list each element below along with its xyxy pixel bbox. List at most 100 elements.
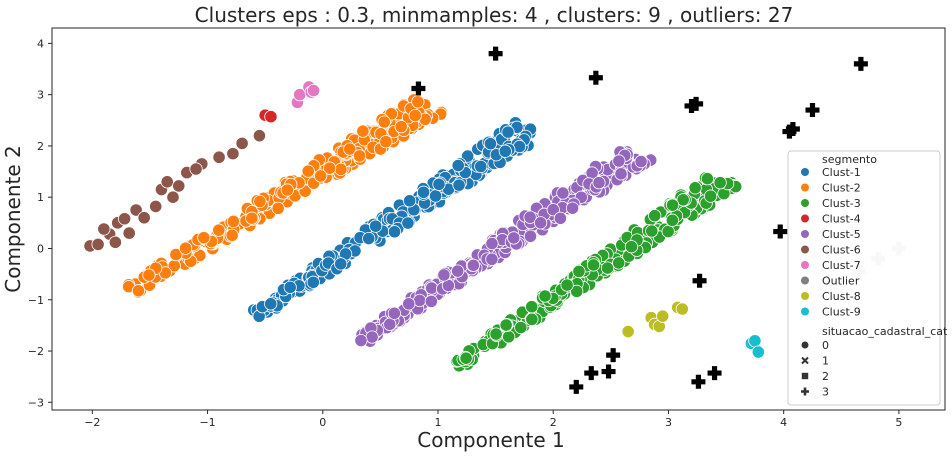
y-axis: −3 −2 −1 0 1 2 3 4 bbox=[28, 37, 52, 409]
cluster-point-clust-1 bbox=[474, 159, 488, 174]
cluster-point-clust-1 bbox=[403, 194, 417, 208]
data-point-clust-6 bbox=[160, 175, 174, 189]
cluster-point-clust-1 bbox=[451, 158, 465, 173]
plot-frame bbox=[51, 27, 946, 411]
cluster-point-clust-1 bbox=[501, 125, 515, 139]
data-point-clust-6 bbox=[226, 147, 240, 161]
outlier-point bbox=[689, 96, 704, 111]
cluster-point-clust-5 bbox=[534, 216, 548, 230]
cluster-point-clust-3 bbox=[612, 256, 626, 270]
outlier-point bbox=[707, 366, 722, 381]
legend-marker-circle bbox=[801, 341, 809, 349]
legend-label: Clust-6 bbox=[822, 244, 861, 257]
data-point-clust-8 bbox=[675, 302, 689, 316]
data-point-clust-6 bbox=[189, 162, 203, 176]
data-point-clust-6 bbox=[212, 150, 226, 164]
legend-marker bbox=[801, 292, 809, 300]
legend-box bbox=[787, 150, 941, 406]
outlier-point bbox=[692, 273, 707, 288]
legend-marker bbox=[801, 214, 809, 223]
cluster-point-clust-1 bbox=[498, 144, 512, 158]
outlier-point bbox=[601, 364, 616, 379]
legend-label: Clust-2 bbox=[822, 182, 861, 195]
data-point-clust-9 bbox=[748, 334, 762, 348]
cluster-point-clust-2 bbox=[226, 214, 240, 229]
cluster-point-clust-5 bbox=[387, 306, 401, 320]
cluster-point-clust-3 bbox=[661, 224, 675, 239]
outlier-point bbox=[805, 103, 820, 118]
cluster-point-clust-3 bbox=[703, 189, 718, 203]
cluster-point-clust-3 bbox=[586, 258, 601, 272]
cluster-point-clust-2 bbox=[169, 247, 183, 262]
legend-label: Clust-4 bbox=[822, 213, 861, 226]
legend-marker bbox=[801, 276, 809, 285]
cluster-point-clust-2 bbox=[178, 241, 193, 255]
cluster-point-clust-3 bbox=[538, 289, 552, 303]
cluster-point-clust-2 bbox=[280, 183, 294, 197]
cluster-point-clust-5 bbox=[507, 231, 521, 245]
cluster-point-clust-5 bbox=[425, 281, 439, 295]
x-tick-label: 2 bbox=[550, 416, 557, 429]
cluster-point-clust-5 bbox=[437, 268, 451, 282]
legend-label: 2 bbox=[822, 370, 829, 383]
cluster-point-clust-3 bbox=[648, 209, 662, 223]
cluster-point-clust-2 bbox=[253, 194, 267, 209]
legend-marker-plus bbox=[801, 387, 809, 396]
cluster-point-clust-2 bbox=[301, 164, 315, 178]
data-point-clust-4 bbox=[264, 110, 278, 124]
cluster-point-clust-2 bbox=[352, 149, 367, 163]
cluster-point-clust-1 bbox=[334, 257, 348, 271]
cluster-point-clust-2 bbox=[408, 108, 422, 123]
cluster-point-clust-5 bbox=[485, 252, 499, 266]
data-point-clust-6 bbox=[117, 212, 132, 226]
cluster-point-clust-3 bbox=[525, 312, 539, 326]
cluster-point-clust-2 bbox=[197, 231, 211, 245]
cluster-point-clust-3 bbox=[665, 213, 679, 227]
legend-marker bbox=[801, 168, 809, 176]
legend-label: Clust-8 bbox=[822, 290, 861, 303]
cluster-point-clust-1 bbox=[283, 280, 297, 294]
outlier-point bbox=[606, 348, 621, 363]
cluster-point-clust-1 bbox=[416, 185, 431, 199]
cluster-point-clust-2 bbox=[323, 161, 337, 175]
cluster-point-clust-5 bbox=[614, 167, 628, 181]
x-tick-label: 4 bbox=[780, 416, 787, 429]
data-point-clust-6 bbox=[122, 226, 136, 240]
data-point-clust-8 bbox=[621, 324, 635, 339]
x-tick-label: −1 bbox=[199, 416, 215, 429]
data-point-clust-7 bbox=[306, 83, 321, 98]
cluster-point-clust-3 bbox=[624, 240, 639, 254]
legend-label: 0 bbox=[822, 339, 829, 352]
cluster-point-clust-1 bbox=[264, 297, 278, 311]
cluster-point-clust-5 bbox=[383, 317, 397, 331]
cluster-point-clust-1 bbox=[483, 137, 498, 151]
outlier-point bbox=[411, 81, 426, 96]
cluster-point-clust-5 bbox=[612, 154, 626, 168]
cluster-point-clust-3 bbox=[645, 224, 659, 238]
data-point-clust-6 bbox=[166, 190, 180, 204]
cluster-bands-layer bbox=[122, 93, 743, 373]
cluster-point-clust-3 bbox=[600, 261, 615, 275]
y-tick-label: 0 bbox=[37, 242, 44, 255]
cluster-point-clust-3 bbox=[499, 318, 513, 332]
cluster-point-clust-3 bbox=[489, 327, 503, 341]
legend-marker-square bbox=[801, 372, 809, 380]
cluster-point-clust-3 bbox=[560, 278, 574, 292]
cluster-point-clust-5 bbox=[592, 176, 606, 190]
cluster-point-clust-2 bbox=[334, 162, 348, 176]
outlier-point bbox=[588, 70, 603, 85]
data-point-clust-8 bbox=[656, 309, 670, 323]
cluster-point-clust-3 bbox=[700, 172, 714, 186]
legend-marker-x bbox=[801, 356, 809, 365]
cluster-point-clust-5 bbox=[485, 236, 499, 251]
cluster-point-clust-5 bbox=[523, 210, 537, 224]
data-point-clust-6 bbox=[252, 129, 267, 143]
data-point-clust-6 bbox=[97, 222, 111, 236]
data-point-clust-6 bbox=[149, 199, 163, 214]
outlier-point bbox=[773, 224, 788, 239]
legend-label: Clust-7 bbox=[822, 259, 861, 272]
chart-title: Clusters eps : 0.3, minmamples: 4 , clus… bbox=[195, 3, 794, 27]
x-axis: −2 −1 0 1 2 3 4 5 bbox=[84, 410, 902, 429]
legend-label: 3 bbox=[822, 386, 829, 399]
cluster-point-clust-1 bbox=[428, 189, 443, 203]
